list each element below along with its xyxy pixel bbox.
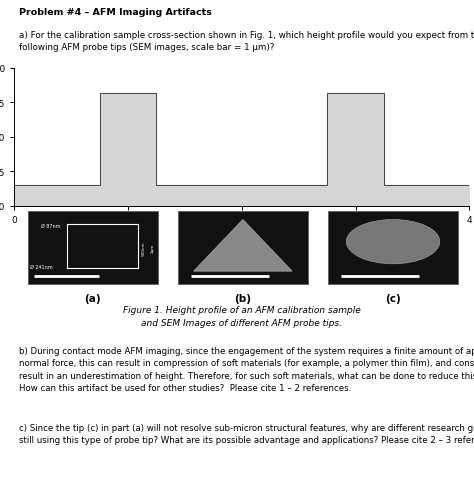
Polygon shape — [193, 220, 292, 272]
FancyBboxPatch shape — [328, 211, 458, 285]
Text: b) During contact mode AFM imaging, since the engagement of the system requires : b) During contact mode AFM imaging, sinc… — [19, 347, 474, 392]
Text: Problem #4 – AFM Imaging Artifacts: Problem #4 – AFM Imaging Artifacts — [19, 8, 212, 17]
FancyBboxPatch shape — [28, 211, 157, 285]
Text: (b): (b) — [234, 294, 251, 304]
FancyBboxPatch shape — [178, 211, 308, 285]
Text: 500nm: 500nm — [142, 241, 146, 256]
Text: (a): (a) — [84, 294, 101, 304]
Text: a) For the calibration sample cross-section shown in Fig. 1, which height profil: a) For the calibration sample cross-sect… — [19, 31, 474, 52]
Text: Ø 241nm: Ø 241nm — [30, 264, 53, 269]
Ellipse shape — [346, 220, 440, 264]
X-axis label: x-direction /μm: x-direction /μm — [205, 225, 279, 235]
Text: 2μm: 2μm — [151, 243, 155, 253]
Text: (c): (c) — [385, 294, 401, 304]
Text: Ø 87nm: Ø 87nm — [41, 223, 60, 228]
Text: Figure 1. Height profile of an AFM calibration sample
and SEM Images of differen: Figure 1. Height profile of an AFM calib… — [123, 306, 361, 327]
Text: c) Since the tip (c) in part (a) will not resolve sub-micron structural features: c) Since the tip (c) in part (a) will no… — [19, 423, 474, 444]
